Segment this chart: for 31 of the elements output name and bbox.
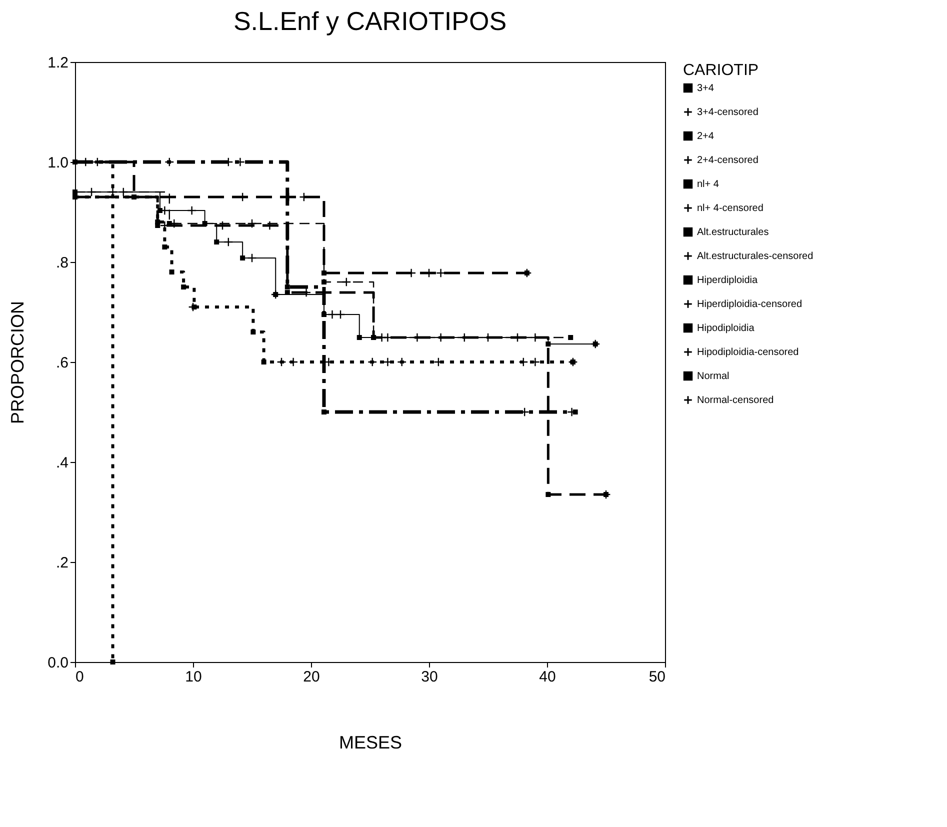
x-tick-label: 0 [76,668,84,686]
legend-label: Normal [697,371,730,382]
y-tick-label: .6 [56,354,68,372]
y-tick-label: .2 [56,554,68,572]
x-tick-label: 40 [539,668,556,686]
y-tick-label: 0.0 [48,654,68,672]
x-tick-label: 20 [303,668,320,686]
y-axis-title: PROPORCION [8,300,28,424]
y-tick-label: .4 [56,454,68,472]
x-tick-label: 10 [185,668,202,686]
legend-label: Alt.estructurales-censored [697,251,814,262]
legend-label: Hipodiploidia-censored [697,347,799,358]
x-axis-title: MESES [338,732,402,752]
legend-label: Normal-censored [697,395,774,406]
chart-title: S.L.Enf y CARIOTIPOS [233,6,507,36]
y-tick-label: 1.2 [48,54,68,72]
y-tick-label: 1.0 [48,154,68,172]
legend-label: 2+4-censored [697,155,758,166]
legend-label: Hiperdiploidia [697,275,758,286]
legend-label: Hiperdiploidia-censored [697,299,802,310]
x-tick-label: 30 [421,668,438,686]
legend-label: 2+4 [697,131,714,142]
y-tick-label: .8 [56,254,68,272]
x-tick-label: 50 [648,668,666,686]
legend-label: Alt.estructurales [697,227,769,238]
legend-label: nl+ 4 [697,179,720,190]
legend-label: 3+4-censored [697,107,758,118]
legend-label: nl+ 4-censored [697,203,764,214]
legend-label: 3+4 [697,83,714,94]
legend-label: Hipodiploidia [697,323,755,334]
legend-title: CARIOTIP [683,62,759,79]
